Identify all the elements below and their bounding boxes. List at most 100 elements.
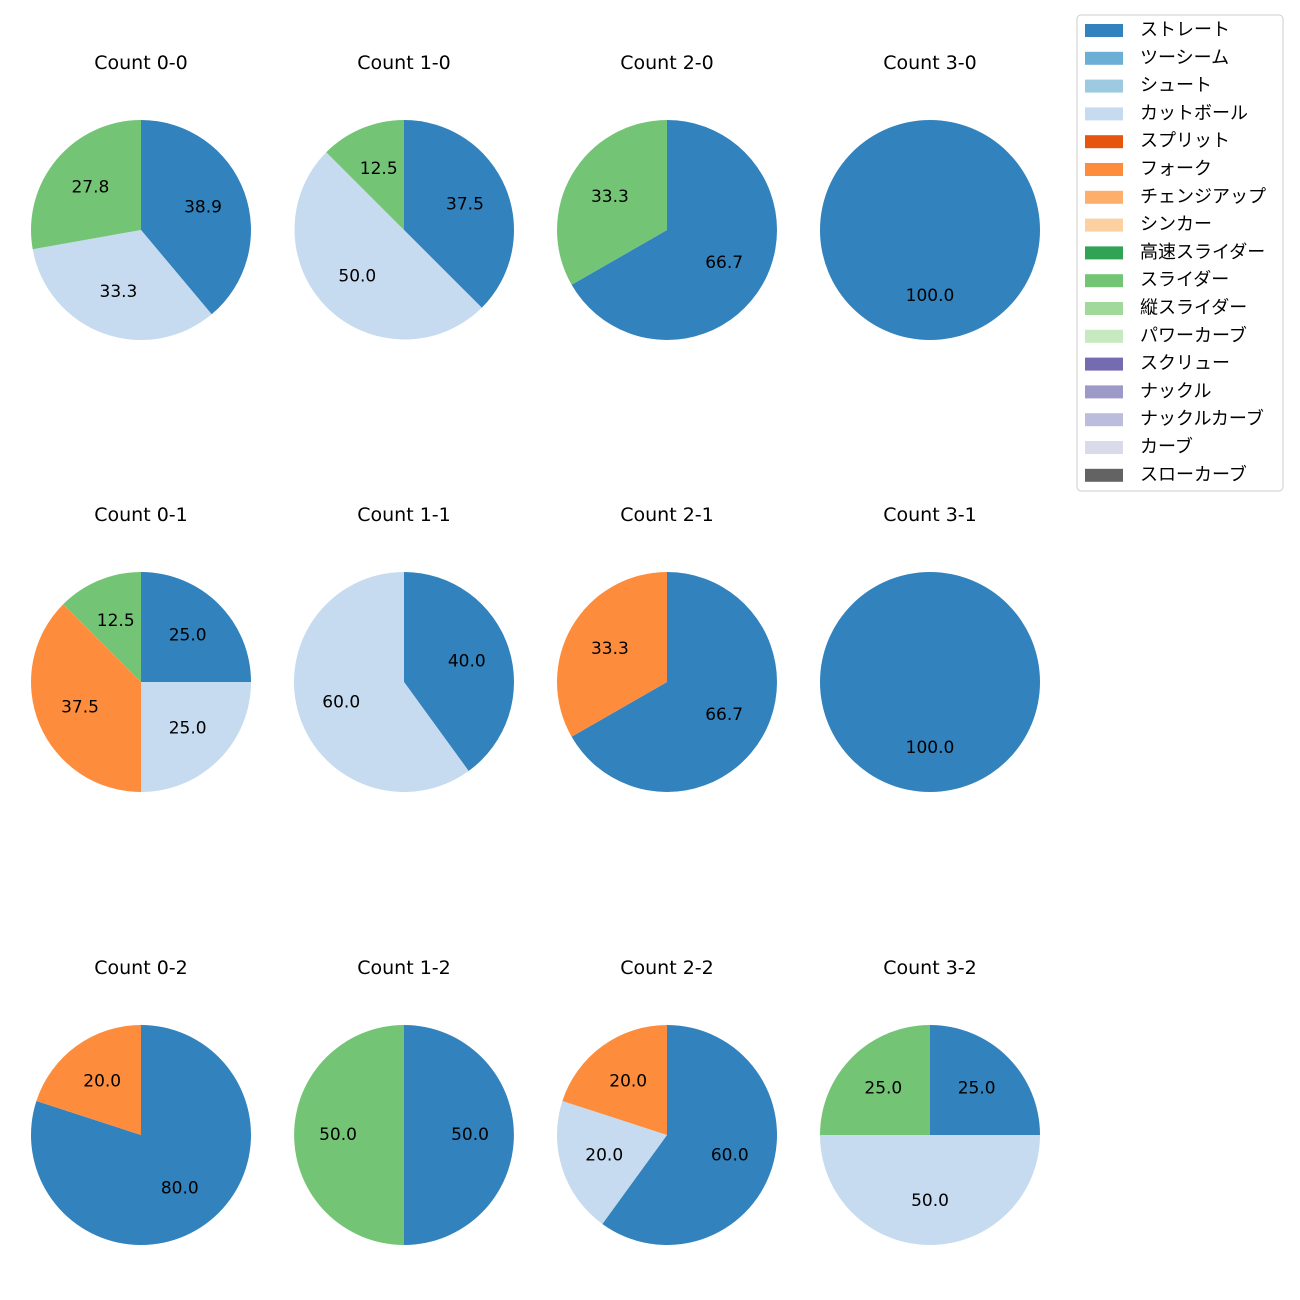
pie-title: Count 3-2 — [883, 957, 977, 979]
legend-label: 高速スライダー — [1140, 242, 1265, 263]
legend-label: ナックルカーブ — [1140, 408, 1264, 430]
slice-label: 80.0 — [161, 1178, 199, 1198]
pie-slice — [556, 1101, 667, 1224]
legend-swatch — [1085, 246, 1123, 260]
pie-count-2-0: Count 2-0 66.7 33.3 — [556, 52, 777, 340]
pie-title: Count 2-2 — [620, 957, 714, 979]
slice-label: 37.5 — [61, 697, 99, 717]
legend-swatch — [1085, 413, 1123, 427]
pie-count-0-2: Count 0-2 80.0 20.0 — [30, 957, 251, 1246]
slice-label: 27.8 — [71, 178, 109, 198]
pie-count-0-0: Count 0-0 38.9 33.3 27.8 — [31, 52, 251, 340]
legend-swatch — [1085, 274, 1123, 288]
legend-item: 高速スライダー — [1085, 242, 1265, 263]
pie-slice — [31, 604, 141, 792]
pie-title: Count 1-1 — [357, 504, 451, 526]
legend-label: 縦スライダー — [1140, 298, 1247, 319]
legend-swatch — [1085, 385, 1123, 399]
slice-label: 100.0 — [906, 738, 955, 758]
pie-slice — [562, 1025, 667, 1135]
legend-swatch — [1085, 329, 1123, 343]
pie-slice — [141, 120, 251, 315]
pie-count-3-2: Count 3-2 25.0 50.0 25.0 — [820, 957, 1040, 1245]
slice-label: 33.3 — [100, 282, 138, 302]
slice-label: 40.0 — [448, 652, 486, 672]
legend-label: シュート — [1140, 75, 1212, 96]
slice-label: 100.0 — [906, 286, 955, 306]
legend-swatch — [1085, 24, 1123, 37]
legend-item: 縦スライダー — [1085, 298, 1247, 319]
slice-label: 38.9 — [184, 197, 222, 217]
pie-slice — [32, 230, 212, 340]
pie-slice — [404, 572, 515, 771]
slice-label: 66.7 — [705, 253, 743, 273]
pie-slice — [556, 572, 667, 737]
pie-slice — [820, 1135, 1040, 1245]
pie-count-3-1: Count 3-1 100.0 — [820, 504, 1040, 792]
slice-label: 33.3 — [591, 187, 629, 207]
slice-label: 60.0 — [711, 1145, 749, 1165]
legend-item: スローカーブ — [1085, 463, 1247, 485]
slice-label: 20.0 — [609, 1072, 647, 1092]
pie-title: Count 0-2 — [94, 957, 188, 979]
legend-label: ナックル — [1140, 381, 1211, 402]
slice-label: 33.3 — [591, 639, 629, 659]
legend-label: シンカー — [1140, 214, 1212, 235]
legend-item: シンカー — [1085, 214, 1212, 235]
slice-label: 20.0 — [83, 1072, 121, 1092]
pie-slice — [326, 120, 404, 230]
pie-slice — [602, 1025, 777, 1245]
legend-item: カーブ — [1085, 436, 1193, 458]
legend-swatch — [1085, 190, 1123, 204]
legend-swatch — [1085, 163, 1123, 176]
legend-label: スライダー — [1140, 270, 1229, 291]
pie-grid: Count 0-0 38.9 33.3 27.8 Count 1-0 37.5 50.0 12… — [30, 52, 1040, 1246]
legend-swatch — [1085, 441, 1123, 454]
pie-count-1-1: Count 1-1 40.0 60.0 — [294, 504, 515, 792]
legend-label: カットボール — [1140, 103, 1248, 124]
pie-count-2-1: Count 2-1 66.7 33.3 — [556, 504, 777, 792]
legend-item: スクリュー — [1085, 353, 1230, 374]
legend-label: フォーク — [1140, 159, 1212, 180]
legend-swatch — [1085, 107, 1123, 121]
legend-item: カットボール — [1085, 103, 1248, 124]
pie-title: Count 1-2 — [357, 957, 451, 979]
legend-item: ナックル — [1085, 381, 1211, 402]
pie-slice — [404, 120, 514, 308]
legend-swatch — [1085, 79, 1123, 93]
slice-label: 50.0 — [911, 1191, 949, 1211]
pie-slice — [930, 1025, 1040, 1135]
pie-slice — [36, 1025, 141, 1135]
legend-item: シュート — [1085, 75, 1212, 96]
legend-label: ストレート — [1140, 20, 1230, 41]
slice-label: 50.0 — [319, 1125, 357, 1145]
legend-item: ストレート — [1085, 20, 1230, 41]
slice-label: 25.0 — [169, 625, 207, 645]
pie-slice — [31, 120, 141, 250]
slice-label: 66.7 — [705, 705, 743, 725]
legend-label: ツーシーム — [1140, 47, 1229, 68]
pie-slice — [141, 572, 251, 682]
legend-swatch — [1085, 135, 1123, 149]
pie-slice — [820, 1025, 930, 1135]
legend-item: パワーカーブ — [1085, 324, 1247, 346]
pie-slice — [141, 682, 251, 792]
legend-item: スライダー — [1085, 270, 1229, 291]
pie-title: Count 2-1 — [620, 504, 714, 526]
pie-slice — [571, 572, 777, 792]
slice-label: 12.5 — [360, 159, 398, 179]
pie-slice — [294, 1025, 404, 1245]
legend-swatch — [1085, 302, 1123, 315]
legend-item: ナックルカーブ — [1085, 408, 1264, 430]
pie-title: Count 3-1 — [883, 504, 977, 526]
pie-count-1-2: Count 1-2 50.0 50.0 — [294, 957, 514, 1245]
legend-item: ツーシーム — [1085, 47, 1229, 68]
slice-label: 50.0 — [338, 267, 376, 287]
slice-label: 20.0 — [585, 1145, 623, 1165]
legend-label: チェンジアップ — [1140, 186, 1266, 207]
pie-count-3-0: Count 3-0 100.0 — [820, 52, 1040, 340]
slice-label: 37.5 — [446, 195, 484, 215]
legend-label: スプリット — [1140, 131, 1230, 152]
legend-label: パワーカーブ — [1140, 324, 1247, 346]
